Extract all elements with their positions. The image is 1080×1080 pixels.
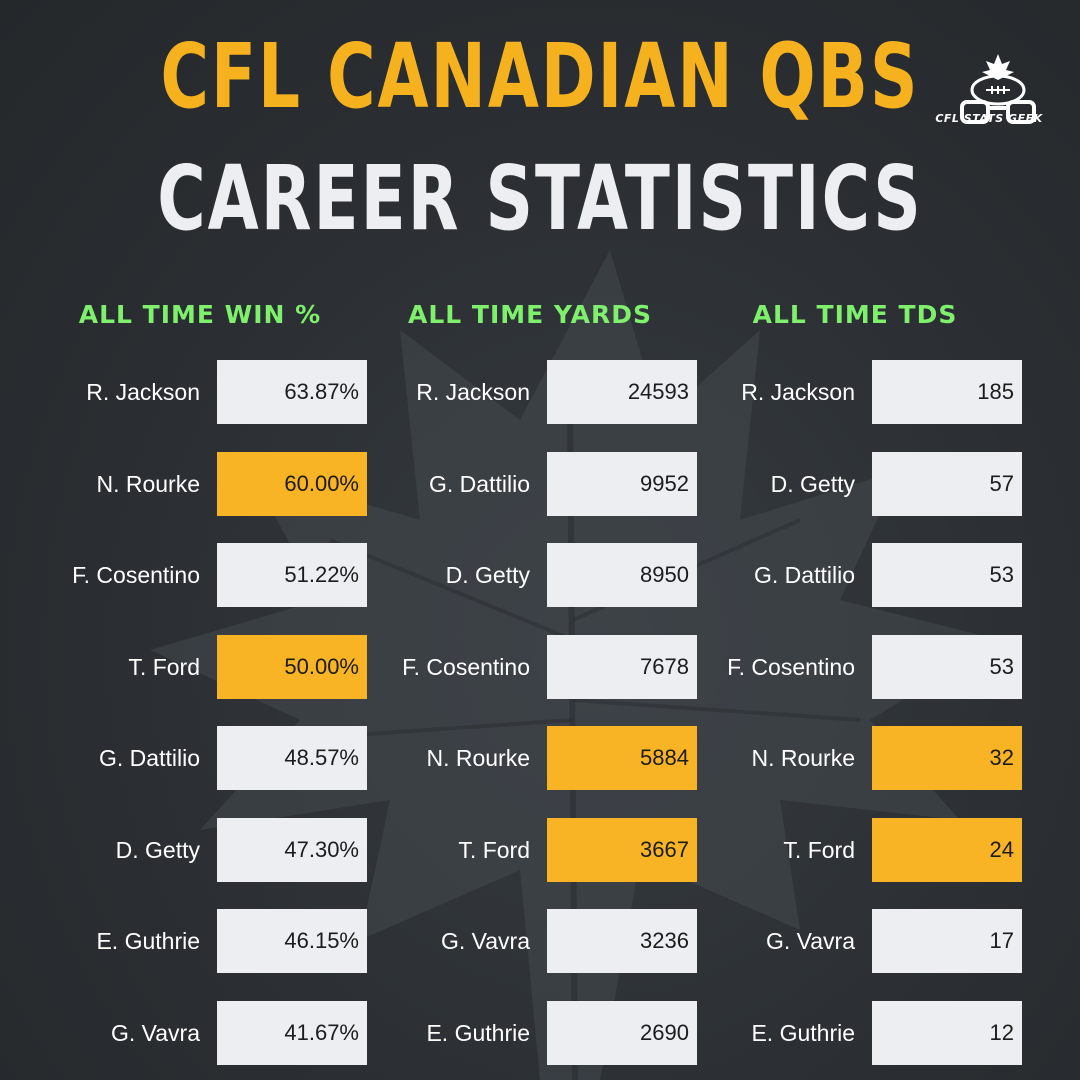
player-name: N. Rourke <box>96 471 200 497</box>
stat-value: 12 <box>872 1001 1022 1065</box>
stat-value: 32 <box>872 726 1022 790</box>
stat-value: 50.00% <box>217 635 367 699</box>
player-name: G. Dattilio <box>754 562 855 588</box>
player-name: G. Dattilio <box>99 745 200 771</box>
player-name: G. Vavra <box>440 928 530 954</box>
column-header: ALL TIME WIN % <box>78 300 322 329</box>
stat-value: 48.57% <box>217 726 367 790</box>
player-name: R. Jackson <box>86 379 200 405</box>
title-line-2: CAREER STATISTICS <box>157 146 923 251</box>
player-name: F. Cosentino <box>727 654 855 680</box>
player-name: F. Cosentino <box>72 562 200 588</box>
stat-value: 2690 <box>547 1001 697 1065</box>
player-name: T. Ford <box>783 837 855 863</box>
stat-value: 8950 <box>547 543 697 607</box>
stat-value: 24593 <box>547 360 697 424</box>
player-name: E. Guthrie <box>96 928 200 954</box>
stat-value: 5884 <box>547 726 697 790</box>
player-name: D. Getty <box>770 471 855 497</box>
stat-value: 24 <box>872 818 1022 882</box>
stat-value: 185 <box>872 360 1022 424</box>
player-name: G. Vavra <box>110 1020 200 1046</box>
stat-value: 57 <box>872 452 1022 516</box>
player-name: D. Getty <box>445 562 530 588</box>
stat-value: 51.22% <box>217 543 367 607</box>
logo-text: CFL STATS GEEK <box>935 112 1043 125</box>
player-name: R. Jackson <box>416 379 530 405</box>
player-name: D. Getty <box>115 837 200 863</box>
player-name: E. Guthrie <box>426 1020 530 1046</box>
column-header: ALL TIME TDS <box>752 300 958 329</box>
stat-value: 7678 <box>547 635 697 699</box>
stat-value: 60.00% <box>217 452 367 516</box>
title-line-1: CFL CANADIAN QBS <box>160 24 920 129</box>
stats-geek-logo-icon <box>960 54 1036 124</box>
player-name: E. Guthrie <box>751 1020 855 1046</box>
player-name: F. Cosentino <box>402 654 530 680</box>
stat-value: 47.30% <box>217 818 367 882</box>
player-name: N. Rourke <box>426 745 530 771</box>
player-name: T. Ford <box>458 837 530 863</box>
player-name: N. Rourke <box>751 745 855 771</box>
stat-value: 9952 <box>547 452 697 516</box>
column-header: ALL TIME YARDS <box>408 300 652 329</box>
player-name: T. Ford <box>128 654 200 680</box>
player-name: G. Dattilio <box>429 471 530 497</box>
stat-value: 63.87% <box>217 360 367 424</box>
player-name: R. Jackson <box>741 379 855 405</box>
stat-value: 3667 <box>547 818 697 882</box>
stat-value: 46.15% <box>217 909 367 973</box>
stat-value: 17 <box>872 909 1022 973</box>
stat-value: 53 <box>872 635 1022 699</box>
player-name: G. Vavra <box>765 928 855 954</box>
stat-value: 3236 <box>547 909 697 973</box>
stat-value: 53 <box>872 543 1022 607</box>
stat-value: 41.67% <box>217 1001 367 1065</box>
